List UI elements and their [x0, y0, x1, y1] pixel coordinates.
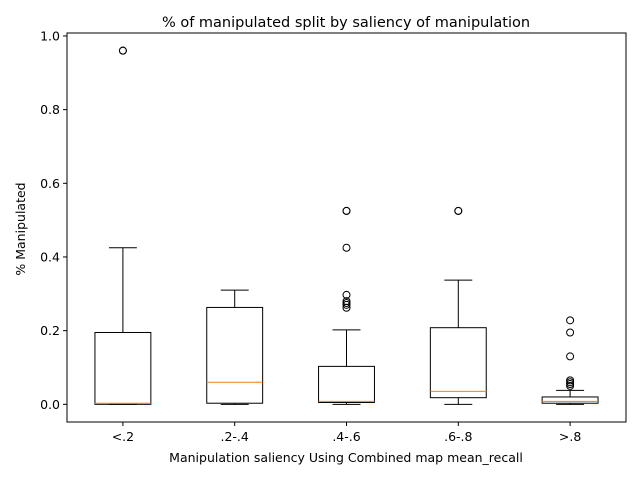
outlier-point — [566, 316, 575, 325]
x-tick-label: .6-.8 — [444, 429, 472, 444]
box-body — [541, 396, 599, 404]
outlier-point — [342, 290, 351, 299]
y-tick-label: 1.0 — [40, 28, 60, 43]
y-tick-label: 0.2 — [40, 323, 60, 338]
x-tick-label: .2-.4 — [221, 429, 249, 444]
y-tick-label: 0.4 — [40, 249, 60, 264]
outlier-point — [118, 46, 127, 55]
box-body — [318, 365, 375, 403]
y-tick-label: 0.0 — [40, 397, 60, 412]
outlier-point — [566, 328, 575, 337]
outlier-point — [566, 376, 575, 385]
x-tick-label: .4-.6 — [332, 429, 360, 444]
outlier-point — [454, 206, 463, 215]
outlier-point — [342, 297, 351, 306]
x-axis-label: Manipulation saliency Using Combined map… — [169, 450, 523, 465]
x-tick-label: <.2 — [112, 429, 134, 444]
outlier-point — [566, 352, 575, 361]
box-body — [206, 306, 264, 404]
x-tick-label: >.8 — [559, 429, 581, 444]
outlier-point — [342, 243, 351, 252]
box-body — [94, 331, 152, 405]
chart-title: % of manipulated split by saliency of ma… — [162, 15, 530, 31]
y-axis-label: % Manipulated — [13, 182, 28, 275]
plot-area: 0.0 0.2 0.4 0.6 0.8 1.0 <.2 .2-.4 .4-.6 .6-.8 >.8 — [40, 28, 627, 444]
y-tick-label: 0.6 — [40, 176, 60, 191]
outlier-point — [342, 206, 351, 215]
y-tick-label: 0.8 — [40, 102, 60, 117]
box-body — [429, 327, 487, 399]
